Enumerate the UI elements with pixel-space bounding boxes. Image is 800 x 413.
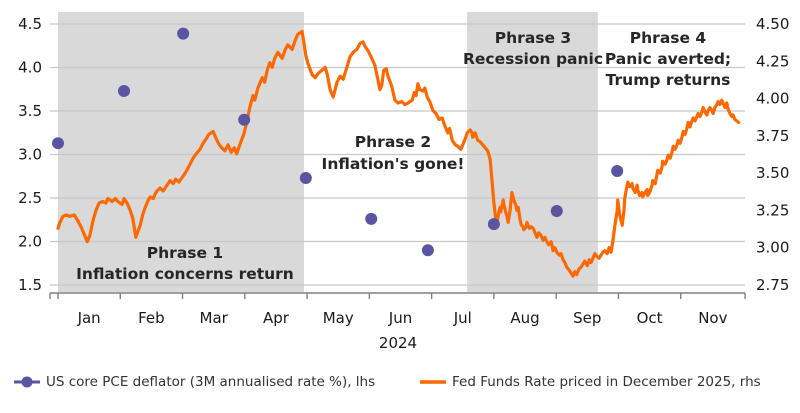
left-axis-tick-label: 4.0 xyxy=(18,59,42,77)
phase-band-phrase1 xyxy=(58,12,304,292)
month-label-jan: Jan xyxy=(77,309,101,327)
month-label-mar: Mar xyxy=(200,309,229,327)
legend: US core PCE deflator (3M annualised rate… xyxy=(14,374,761,390)
month-label-nov: Nov xyxy=(698,309,727,327)
legend-item-pce: US core PCE deflator (3M annualised rate… xyxy=(14,374,375,390)
phase-shading-layer xyxy=(58,12,598,292)
right-axis-tick-label: 2.75 xyxy=(756,276,789,294)
pce-data-point xyxy=(177,27,190,40)
right-axis-tick-label: 3.75 xyxy=(756,127,789,145)
pce-data-point xyxy=(299,171,312,184)
annotation-phrase4-line1: Phrase 4 xyxy=(630,29,707,47)
annotation-phrase1-line1: Phrase 1 xyxy=(147,244,223,262)
month-label-oct: Oct xyxy=(637,309,663,327)
pce-data-point xyxy=(238,113,251,126)
left-axis-tick-label: 1.5 xyxy=(18,276,42,294)
annotation-phrase4-line3: Trump returns xyxy=(606,71,731,89)
x-axis-layer xyxy=(49,292,746,299)
pce-legend-label: US core PCE deflator (3M annualised rate… xyxy=(46,374,375,390)
fed-funds-rate-line xyxy=(56,29,741,278)
month-label-aug: Aug xyxy=(510,309,539,327)
annotation-phrase2-line2: Inflation's gone! xyxy=(322,155,465,173)
pce-data-point xyxy=(365,212,378,225)
pce-data-point xyxy=(487,218,500,231)
right-axis-tick-label: 3.00 xyxy=(756,239,789,257)
pce-data-point xyxy=(611,165,624,178)
pce-legend-dot-icon xyxy=(21,376,33,388)
left-axis-tick-label: 3.0 xyxy=(18,146,42,164)
annotation-phrase2-line1: Phrase 2 xyxy=(355,133,431,151)
annotation-phrase4-line2: Panic averted; xyxy=(605,50,731,68)
left-axis-tick-label: 3.5 xyxy=(18,102,42,120)
pce-scatter-layer xyxy=(52,27,624,257)
pce-data-point xyxy=(52,137,64,150)
annotation-phrase3-line1: Phrase 3 xyxy=(495,29,571,47)
right-axis-tick-label: 4.00 xyxy=(756,90,789,108)
month-label-jul: Jul xyxy=(453,309,472,327)
right-axis-tick-label: 3.50 xyxy=(756,164,789,182)
legend-item-fed-funds: Fed Funds Rate priced in December 2025, … xyxy=(420,374,761,390)
gridline-layer xyxy=(50,23,745,286)
left-axis-tick-label: 2.5 xyxy=(18,189,42,207)
right-axis-tick-label: 3.25 xyxy=(756,201,789,219)
x-axis-year-label: 2024 xyxy=(379,334,417,352)
left-axis-tick-label: 4.5 xyxy=(18,15,42,33)
month-label-may: May xyxy=(323,309,354,327)
fed-funds-line-layer xyxy=(56,29,741,278)
axis-label-layer: Jan Feb Mar Apr May Jun Jul Aug Sep Oct Nov 4.5 4.0 3… xyxy=(18,15,789,327)
month-label-apr: Apr xyxy=(263,309,290,327)
left-axis-tick-label: 2.0 xyxy=(18,233,42,251)
annotation-phrase1-line2: Inflation concerns return xyxy=(76,265,294,283)
month-label-feb: Feb xyxy=(138,309,165,327)
pce-data-point xyxy=(550,205,563,218)
phase-annotation-layer: Phrase 1 Inflation concerns return Phrase … xyxy=(76,29,731,283)
month-label-sep: Sep xyxy=(573,309,601,327)
right-axis-tick-label: 4.50 xyxy=(756,15,789,33)
annotation-phrase3-line2: Recession panic xyxy=(463,50,603,68)
right-axis-tick-label: 4.25 xyxy=(756,52,789,70)
pce-data-point xyxy=(421,244,434,257)
fed-funds-legend-label: Fed Funds Rate priced in December 2025, … xyxy=(452,374,761,390)
month-label-jun: Jun xyxy=(388,309,412,327)
pce-data-point xyxy=(118,84,131,97)
